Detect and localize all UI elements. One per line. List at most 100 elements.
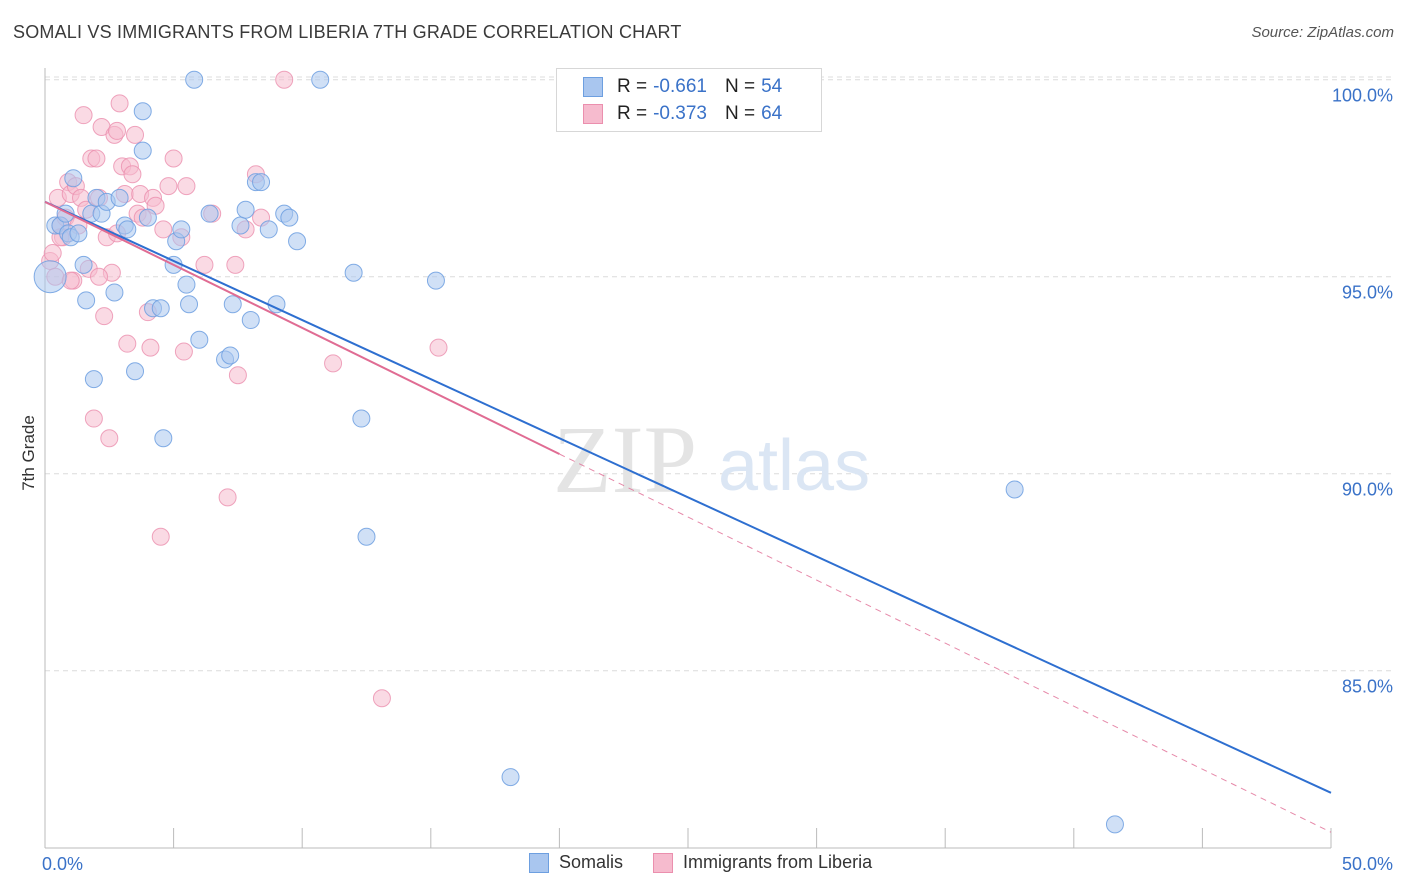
- liberia-point: [324, 354, 343, 373]
- somalis-point: [126, 362, 145, 381]
- liberia-point: [110, 94, 129, 113]
- liberia-point: [108, 121, 127, 140]
- liberia-point: [174, 342, 193, 361]
- somalis-point: [138, 208, 157, 227]
- liberia-point: [195, 255, 214, 274]
- somalis-point: [133, 102, 152, 121]
- chart-title: SOMALI VS IMMIGRANTS FROM LIBERIA 7TH GR…: [13, 22, 682, 42]
- somalis-point: [344, 263, 363, 282]
- somalis-point: [311, 70, 330, 89]
- somalis-point: [77, 291, 96, 310]
- legend-r-label: R =: [617, 76, 648, 97]
- somalis-point: [172, 220, 191, 239]
- liberia-trend-line: [44, 200, 560, 455]
- liberia-point: [372, 689, 391, 708]
- liberia-point: [43, 244, 62, 263]
- legend-r-label: R =: [617, 103, 648, 124]
- series-somalis-points: [33, 70, 1124, 834]
- liberia-point: [159, 177, 178, 196]
- tick-labels: 85.0% 90.0% 95.0% 100.0% 0.0% 50.0%: [42, 86, 1393, 874]
- legend-swatch-liberia: [583, 104, 603, 124]
- legend-item-liberia: Immigrants from Liberia: [653, 852, 872, 873]
- watermark-atlas: atlas: [718, 426, 870, 506]
- somalis-point: [200, 204, 219, 223]
- watermark: ZIP atlas: [553, 406, 870, 513]
- somalis-point: [252, 173, 271, 192]
- somalis-point: [1105, 815, 1124, 834]
- somalis-point: [74, 255, 93, 274]
- legend-n-label: N =: [724, 103, 756, 124]
- somalis-point: [426, 271, 445, 290]
- somalis-point: [180, 295, 199, 314]
- legend-swatch-liberia: [653, 852, 674, 873]
- somalis-point: [223, 295, 242, 314]
- liberia-point: [218, 488, 237, 507]
- legend-r-value: -0.661: [653, 76, 707, 97]
- somalis-point: [133, 141, 152, 160]
- legend-row-somalis: R = -0.661 N = 54: [583, 75, 800, 99]
- somalis-point: [84, 370, 103, 389]
- liberia-point: [84, 409, 103, 428]
- somalis-point: [1005, 480, 1024, 499]
- liberia-point: [74, 106, 93, 125]
- trend-lines: [44, 200, 1332, 833]
- legend-swatch-somalis: [529, 852, 549, 873]
- series-liberia-points: [41, 70, 448, 708]
- liberia-point: [87, 149, 106, 168]
- somalis-trend-line: [44, 200, 1332, 794]
- liberia-point: [141, 338, 160, 357]
- somalis-point: [185, 70, 204, 89]
- somalis-point: [64, 169, 83, 188]
- somalis-point: [357, 527, 376, 546]
- correlation-legend: R = -0.661 N = 54 R = -0.373 N = 64: [556, 68, 822, 132]
- legend-label-liberia: Immigrants from Liberia: [683, 852, 873, 872]
- legend-n-label: N =: [724, 76, 756, 97]
- somalis-point: [110, 188, 129, 207]
- somalis-point: [259, 220, 278, 239]
- somalis-point: [280, 208, 299, 227]
- somalis-point: [151, 299, 170, 318]
- y-tick-label: 90.0%: [1342, 480, 1393, 500]
- y-axis-label: 7th Grade: [19, 415, 38, 491]
- somalis-point: [241, 311, 260, 330]
- liberia-point: [118, 334, 137, 353]
- axes: [44, 68, 1332, 849]
- somalis-point: [288, 232, 307, 251]
- liberia-point: [164, 149, 183, 168]
- y-tick-label: 100.0%: [1332, 86, 1393, 106]
- somalis-point: [33, 260, 67, 294]
- somalis-point: [154, 429, 173, 448]
- somalis-point: [221, 346, 240, 365]
- somalis-point: [231, 216, 250, 235]
- somalis-point: [118, 220, 137, 239]
- source-label: Source: ZipAtlas.com: [1251, 24, 1394, 41]
- somalis-point: [69, 224, 88, 243]
- legend-row-liberia: R = -0.373 N = 64: [583, 102, 800, 126]
- liberia-point: [100, 429, 119, 448]
- x-tick-label: 50.0%: [1342, 854, 1393, 874]
- liberia-point: [177, 177, 196, 196]
- liberia-point: [123, 165, 142, 184]
- legend-n-value: 64: [761, 103, 783, 124]
- liberia-point: [151, 527, 170, 546]
- legend-label-somalis: Somalis: [559, 852, 624, 872]
- legend-swatch-somalis: [583, 77, 603, 97]
- somalis-point: [352, 409, 371, 428]
- y-tick-label: 95.0%: [1342, 283, 1393, 303]
- liberia-point: [95, 307, 114, 326]
- series-legend: Somalis Immigrants from Liberia: [529, 852, 902, 873]
- liberia-point: [154, 220, 173, 239]
- somalis-point: [236, 200, 255, 219]
- y-tick-label: 85.0%: [1342, 677, 1393, 697]
- somalis-point: [105, 283, 124, 302]
- liberia-trend-extension: [559, 453, 1332, 833]
- legend-n-value: 54: [761, 76, 783, 97]
- legend-r-value: -0.373: [653, 103, 707, 124]
- somalis-point: [177, 275, 196, 294]
- liberia-point: [126, 125, 145, 144]
- x-tick-label: 0.0%: [42, 854, 83, 874]
- liberia-point: [275, 70, 294, 89]
- liberia-point: [90, 267, 109, 286]
- somalis-point: [190, 330, 209, 349]
